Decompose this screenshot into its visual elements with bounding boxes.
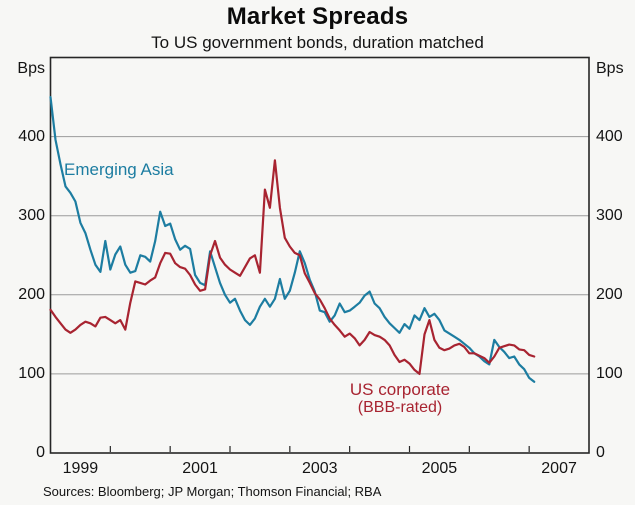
chart-title: Market Spreads (226, 3, 409, 30)
y-tick-label-right: 0 (596, 444, 605, 461)
series-line-us-corporate (49, 159, 536, 375)
series-label-us-corporate-line2: (BBB-rated) (357, 399, 443, 416)
chart-subtitle: To US government bonds, duration matched (151, 33, 484, 52)
y-tick-label-left: 300 (18, 206, 45, 224)
y-tick-label-left: 0 (36, 444, 45, 461)
sources-note: Sources: Bloomberg; JP Morgan; Thomson F… (43, 484, 382, 499)
y-axis-unit-left: Bps (17, 60, 45, 77)
x-tick-label: 2001 (182, 460, 218, 477)
plot-frame (49, 56, 590, 454)
y-tick-label-left: 400 (18, 127, 45, 145)
x-tick-label: 2007 (541, 460, 577, 477)
x-tick-label: 2003 (301, 460, 338, 477)
y-tick-label-right: 100 (596, 364, 623, 382)
y-tick-label-left: 100 (18, 364, 45, 382)
y-tick-label-left: 200 (18, 285, 45, 303)
y-tick-label-right: 300 (596, 206, 623, 224)
x-tick-label: 1999 (62, 460, 99, 477)
series-line-emerging-asia (49, 95, 536, 383)
series-label-emerging-asia: Emerging Asia (64, 160, 174, 179)
y-tick-label-right: 200 (596, 285, 623, 303)
y-tick-label-right: 400 (596, 127, 623, 145)
y-axis-unit-right: Bps (596, 60, 624, 77)
series-label-us-corporate: US corporate (BBB-rated) (320, 381, 480, 417)
series-label-us-corporate-line1: US corporate (349, 380, 451, 399)
x-tick-label: 2005 (421, 460, 458, 477)
